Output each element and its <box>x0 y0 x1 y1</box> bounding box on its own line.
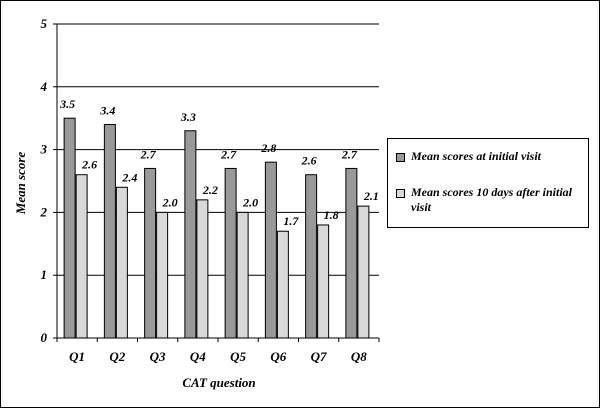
data-label-q8-series-1: 2.7 <box>341 147 358 161</box>
x-tick-label-q8: Q8 <box>351 349 367 364</box>
y-tick-label-0: 0 <box>41 330 48 345</box>
legend: Mean scores at initial visit Mean scores… <box>387 138 589 228</box>
data-label-q2-series-1: 3.4 <box>99 103 115 117</box>
bar-q1-series-2 <box>75 174 88 339</box>
y-tick-label-2: 2 <box>40 204 48 219</box>
legend-label-initial: Mean scores at initial visit <box>411 149 542 163</box>
legend-swatch-10-days <box>396 189 405 198</box>
x-tick-label-q4: Q4 <box>190 349 206 364</box>
data-label-q5-series-2: 2.0 <box>242 195 258 209</box>
legend-swatch-initial <box>396 153 405 162</box>
bar-q7-series-2 <box>317 224 330 339</box>
bar-q5-series-2 <box>236 211 249 339</box>
bar-q6-series-2 <box>276 230 289 339</box>
x-tick-label-q6: Q6 <box>270 349 286 364</box>
data-labels: 3.52.63.42.42.72.03.32.22.72.02.81.72.61… <box>59 97 379 228</box>
bar-q5-series-1 <box>224 167 237 339</box>
x-tick-label-q7: Q7 <box>311 349 327 364</box>
y-tick-label-5: 5 <box>41 16 48 31</box>
bar-q3-series-2 <box>156 211 169 339</box>
y-axis-title: Mean score <box>13 152 28 216</box>
data-label-q4-series-2: 2.2 <box>202 183 218 197</box>
y-tick-label-3: 3 <box>40 142 48 157</box>
x-tick-label-q5: Q5 <box>230 349 246 364</box>
bar-q1-series-1 <box>63 117 76 339</box>
bar-q8-series-1 <box>345 167 358 339</box>
bar-q4-series-2 <box>196 199 209 339</box>
data-label-q6-series-2: 1.7 <box>283 214 299 228</box>
data-label-q2-series-2: 2.4 <box>121 170 137 184</box>
x-tick-labels: Q1 Q2 Q3 Q4 Q5 Q6 Q7 Q8 <box>69 349 367 364</box>
data-label-q8-series-2: 2.1 <box>363 189 379 203</box>
bar-q7-series-1 <box>305 174 318 339</box>
y-tick-labels: 0 1 2 3 4 5 <box>40 16 48 345</box>
y-tick-label-4: 4 <box>40 79 48 94</box>
bar-q2-series-1 <box>103 123 116 339</box>
data-label-q7-series-2: 1.8 <box>324 208 339 222</box>
axes <box>53 23 380 342</box>
bar-q3-series-1 <box>144 167 157 339</box>
bar-q2-series-2 <box>115 186 128 339</box>
bar-q6-series-1 <box>264 161 277 339</box>
data-label-q6-series-1: 2.8 <box>260 141 276 155</box>
x-axis-title: CAT question <box>182 375 255 390</box>
data-label-q5-series-1: 2.7 <box>220 147 237 161</box>
y-tick-label-1: 1 <box>41 267 48 282</box>
x-tick-label-q3: Q3 <box>150 349 166 364</box>
x-tick-label-q2: Q2 <box>109 349 125 364</box>
data-label-q1-series-2: 2.6 <box>81 158 97 172</box>
legend-item-initial: Mean scores at initial visit <box>396 149 584 164</box>
bar-q8-series-2 <box>357 205 370 339</box>
data-label-q7-series-1: 2.6 <box>301 154 317 168</box>
data-label-q1-series-1: 3.5 <box>59 97 75 111</box>
x-tick-label-q1: Q1 <box>69 349 85 364</box>
data-label-q3-series-2: 2.0 <box>162 195 178 209</box>
data-label-q4-series-1: 3.3 <box>180 110 196 124</box>
legend-label-10-days: Mean scores 10 days after initial visit <box>411 185 572 214</box>
data-label-q3-series-1: 2.7 <box>140 147 157 161</box>
bar-q4-series-1 <box>184 130 197 339</box>
legend-item-10-days: Mean scores 10 days after initial visit <box>396 185 584 215</box>
